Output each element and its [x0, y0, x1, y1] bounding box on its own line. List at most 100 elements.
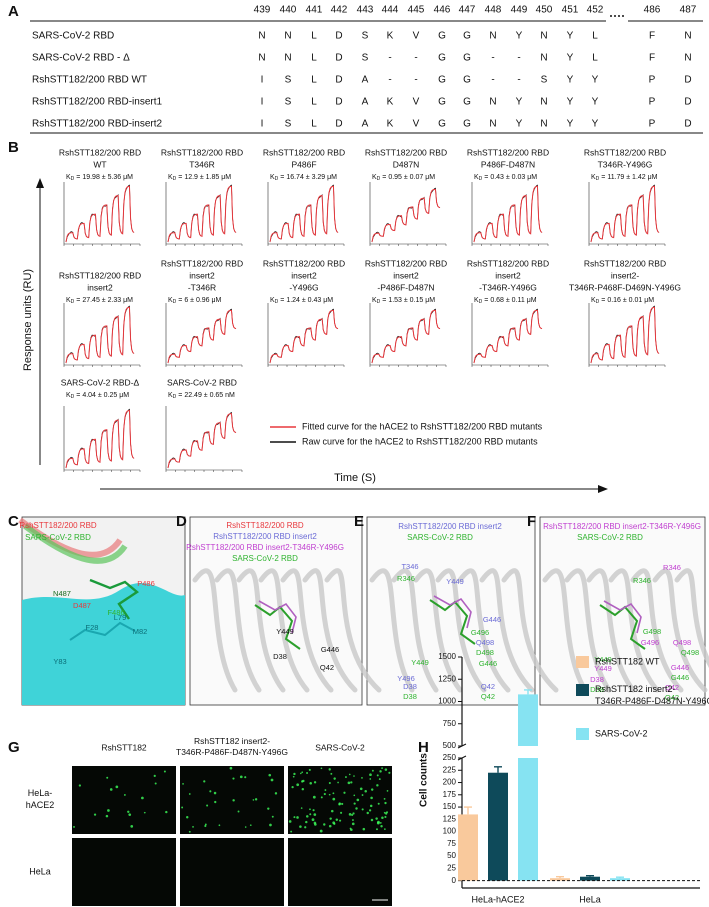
ribbon — [542, 568, 588, 693]
surface — [22, 583, 185, 705]
sensorgram-title: SARS-CoV-2 RBD-Δ — [61, 377, 140, 387]
cell-dot — [299, 825, 302, 828]
kd-label: KD = 0.43 ± 0.03 μM — [474, 174, 537, 182]
position-header: 448 — [485, 5, 502, 16]
y-tick-label: 50 — [447, 851, 456, 860]
arrow-head — [36, 178, 44, 188]
ribbon — [413, 568, 463, 693]
sensorgram-title: RshSTT182/200 RBD — [161, 147, 243, 157]
y-tick-label: 200 — [443, 778, 457, 787]
cell-dot — [154, 782, 157, 785]
cell-dot — [232, 799, 235, 802]
cell-dot — [320, 796, 323, 799]
residue: N — [284, 31, 291, 42]
residue: N — [540, 31, 547, 42]
cell-dot — [143, 811, 146, 814]
kd-symbol: K — [168, 174, 173, 181]
cell-dot — [301, 771, 304, 774]
fitted-curve — [371, 309, 441, 364]
residue-label: P486 — [137, 579, 155, 588]
cell-dot — [128, 813, 132, 817]
ribbon — [280, 568, 334, 693]
cell-dot — [73, 825, 75, 828]
stick — [599, 604, 646, 650]
kd-label: KD = 0.16 ± 0.01 μM — [591, 297, 654, 305]
cell-dot — [115, 785, 119, 789]
legend-label: Raw curve for the hACE2 to RshSTT182/200… — [302, 436, 538, 446]
position-header: 443 — [357, 5, 374, 16]
panel-label: H — [418, 739, 429, 756]
kd-label: KD = 27.45 ± 2.33 μM — [66, 297, 133, 305]
residue: D — [684, 119, 691, 130]
legend-swatch — [576, 728, 589, 740]
cell-dot — [340, 811, 343, 814]
cell-dot — [361, 794, 364, 796]
cell-dot — [206, 804, 209, 807]
sensorgram-title: RshSTT182/200 RBD — [365, 147, 447, 157]
cell-dot — [375, 817, 378, 820]
text-line: RshSTT182 insert2- — [194, 736, 270, 746]
cell-dot — [329, 817, 332, 820]
kd-label: KD = 19.98 ± 5.36 μM — [66, 174, 133, 182]
error-bar — [464, 806, 472, 815]
cell-dot — [305, 820, 308, 824]
residue: N — [684, 53, 691, 64]
residue: G — [463, 119, 471, 130]
x-tick-label: HeLa-hACE2 — [471, 894, 524, 904]
cell-dot — [123, 794, 126, 796]
residue: D — [335, 53, 342, 64]
sensorgram-title: P486F — [291, 159, 316, 169]
kd-label: KD = 6 ± 0.96 μM — [168, 297, 222, 305]
cell-dot — [269, 823, 272, 827]
residue: N — [258, 53, 265, 64]
cell-dot — [254, 798, 258, 801]
ribbon — [652, 568, 708, 693]
bar — [550, 878, 570, 881]
residue: G — [438, 119, 446, 130]
cell-dot — [288, 820, 292, 823]
residue-label: D38 — [590, 675, 604, 684]
cell-dot — [379, 822, 382, 824]
sensorgram-title: RshSTT182/200 RBD — [467, 147, 549, 157]
kd-subscript: D — [275, 176, 279, 182]
cell-dot — [368, 809, 372, 812]
residue: I — [261, 97, 264, 108]
kd-value: = 4.04 ± 0.25 μM — [76, 392, 129, 399]
residue-label: G498 — [643, 627, 661, 636]
residue: A — [362, 97, 369, 108]
sensorgram-title: RshSTT182/200 RBD — [584, 147, 666, 157]
residue: V — [413, 119, 420, 130]
cell-dot — [78, 784, 81, 787]
residue: L — [311, 97, 317, 108]
residue: L — [311, 119, 317, 130]
cell-dot — [204, 823, 207, 826]
kd-value: = 6 ± 0.96 μM — [178, 297, 221, 304]
cell-dot — [203, 780, 206, 783]
residue: Y — [592, 75, 599, 86]
sensorgram-title: RshSTT182/200 RBD — [263, 147, 345, 157]
ribbon — [630, 568, 684, 693]
text-line: T346R-P486F-D487N-Y496G — [176, 747, 288, 757]
cell-dot — [376, 774, 379, 777]
cell-dot — [324, 789, 327, 791]
residue: S — [285, 97, 292, 108]
cell-dot — [204, 824, 207, 828]
kd-subscript: D — [71, 299, 75, 305]
residue-label: Y449 — [276, 627, 294, 636]
cell-dot — [320, 767, 323, 770]
fitted-curve — [371, 188, 441, 243]
residue: G — [463, 31, 471, 42]
sensorgram-title: insert2- — [611, 270, 640, 280]
residue: S — [362, 53, 369, 64]
cell-dot — [352, 812, 355, 815]
residue-label: D38 — [403, 682, 417, 691]
row-label: HeLa-hACE2 — [26, 788, 55, 810]
residue: N — [489, 31, 496, 42]
cell-dot — [381, 767, 383, 769]
kd-symbol: K — [168, 297, 173, 304]
cell-dot — [347, 781, 351, 785]
sensorgram-title: RshSTT182/200 RBD — [59, 147, 141, 157]
y-tick-label: 150 — [443, 802, 457, 811]
cell-dot — [361, 808, 364, 811]
fitted-curve — [269, 309, 339, 364]
